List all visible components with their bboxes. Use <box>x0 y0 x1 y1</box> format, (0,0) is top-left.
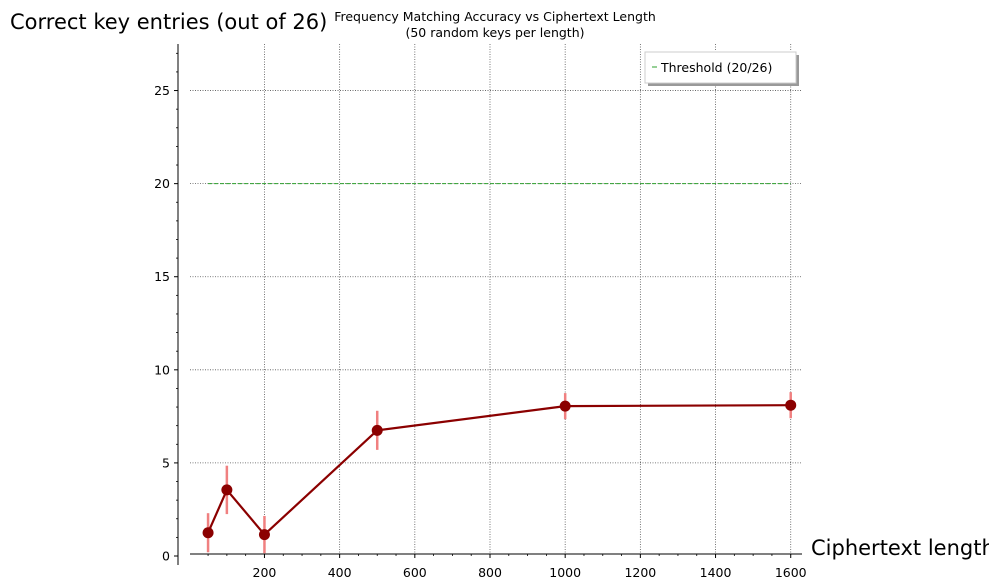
x-tick-label: 800 <box>478 565 502 580</box>
data-point <box>785 399 797 411</box>
legend: Threshold (20/26) <box>644 51 799 86</box>
x-axis-label: Ciphertext length <box>811 536 989 560</box>
chart-title: Frequency Matching Accuracy vs Ciphertex… <box>334 9 656 24</box>
data-series <box>202 392 797 554</box>
grid-lines <box>190 44 802 556</box>
x-tick-label: 1000 <box>549 565 581 580</box>
x-tick-label: 200 <box>253 565 277 580</box>
data-point <box>258 529 270 541</box>
x-tick-label: 1400 <box>700 565 732 580</box>
y-tick-label: 25 <box>154 83 170 98</box>
y-axis-label: Correct key entries (out of 26) <box>10 10 327 34</box>
chart-subtitle: (50 random keys per length) <box>405 25 584 40</box>
series-line <box>207 404 791 536</box>
data-point <box>371 424 383 436</box>
legend-frame <box>644 51 797 84</box>
y-tick-label: 0 <box>162 549 170 564</box>
x-tick-label: 400 <box>328 565 352 580</box>
data-point <box>221 484 233 496</box>
x-tick-label: 1200 <box>624 565 656 580</box>
y-tick-label: 5 <box>162 455 170 470</box>
y-tick-label: 20 <box>154 176 170 191</box>
x-tick-label: 1600 <box>775 565 807 580</box>
legend-label-threshold: Threshold (20/26) <box>660 60 772 75</box>
data-point <box>559 400 571 412</box>
tick-labels: 0 5 10 15 20 25 200 400 600 800 1000 1200 1400 1600 <box>154 83 807 580</box>
axes <box>174 44 802 565</box>
y-tick-label: 15 <box>154 269 170 284</box>
x-tick-label: 600 <box>403 565 427 580</box>
data-point <box>202 527 214 539</box>
y-tick-label: 10 <box>154 362 170 377</box>
